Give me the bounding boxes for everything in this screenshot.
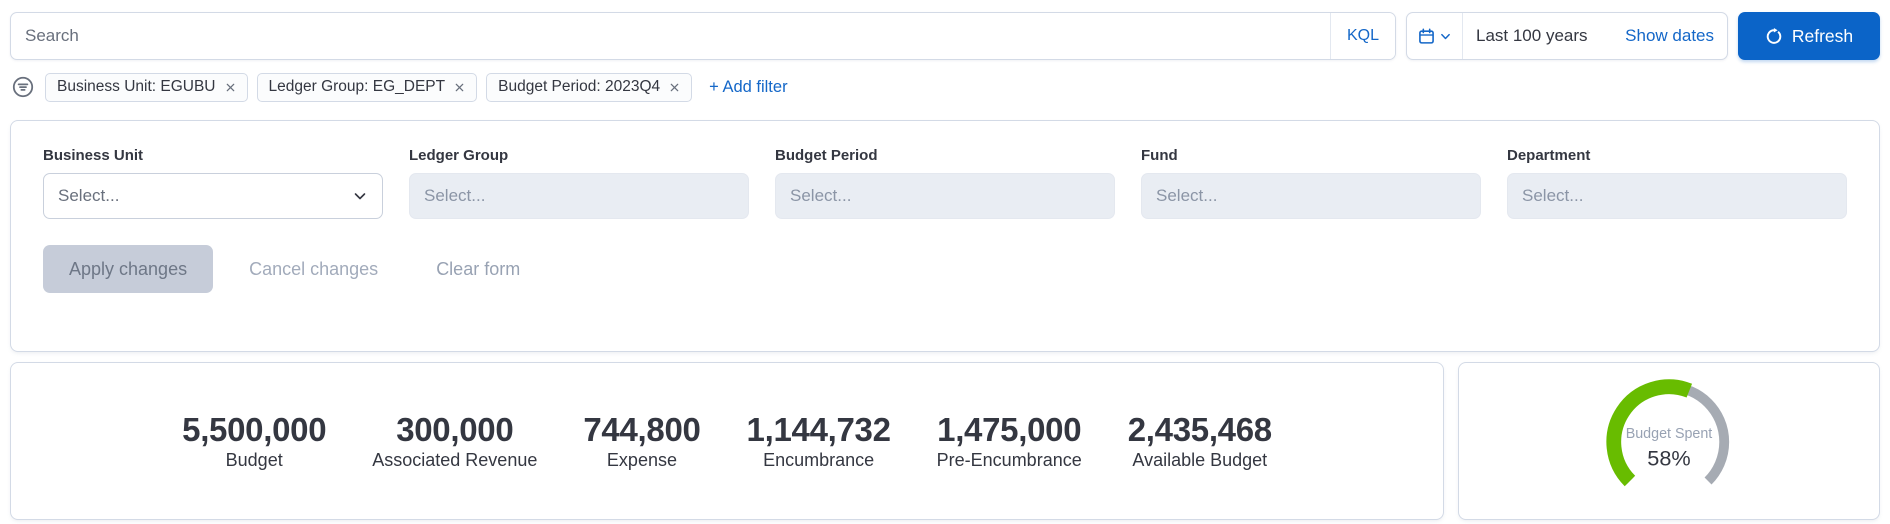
refresh-icon: [1765, 27, 1783, 45]
filter-menu-button[interactable]: [10, 76, 36, 98]
filter-pill-business-unit[interactable]: Business Unit: EGUBU: [45, 72, 248, 102]
field-label: Budget Period: [775, 147, 878, 164]
metric-label: Associated Revenue: [372, 450, 538, 471]
budget-spent-gauge-panel: Budget Spent 58%: [1458, 362, 1880, 520]
field-label: Department: [1507, 147, 1591, 164]
search-box[interactable]: KQL: [10, 12, 1396, 60]
date-picker: Last 100 years Show dates: [1406, 12, 1728, 60]
metric-value: 744,800: [583, 410, 701, 448]
metric-associated-revenue: 300,000 Associated Revenue: [372, 411, 537, 472]
metric-label: Pre-Encumbrance: [936, 450, 1082, 471]
business-unit-select[interactable]: Select...: [43, 173, 383, 219]
date-range-text[interactable]: Last 100 years: [1476, 26, 1588, 45]
fund-select[interactable]: Select...: [1141, 173, 1481, 219]
metric-expense: 744,800 Expense: [583, 411, 700, 472]
metric-value: 5,500,000: [182, 410, 327, 448]
close-icon[interactable]: [454, 82, 465, 93]
gauge-fill: [1606, 378, 1693, 486]
metric-label: Expense: [606, 450, 677, 471]
close-icon[interactable]: [669, 82, 680, 93]
metric-label: Budget: [225, 450, 283, 471]
clear-form-button[interactable]: Clear form: [414, 259, 542, 280]
cancel-changes-button[interactable]: Cancel changes: [227, 259, 400, 280]
select-placeholder: Select...: [424, 186, 486, 205]
select-placeholder: Select...: [58, 186, 120, 205]
department-select[interactable]: Select...: [1507, 173, 1847, 219]
apply-changes-button[interactable]: Apply changes: [43, 245, 214, 293]
filter-fields: Business Unit Select... Ledger Group Sel…: [43, 147, 1847, 219]
field-fund: Fund Select...: [1141, 147, 1481, 219]
metric-label: Available Budget: [1132, 450, 1268, 471]
field-department: Department Select...: [1507, 147, 1847, 219]
query-bar: KQL Last 100 years Show dates: [10, 12, 1880, 60]
close-icon[interactable]: [225, 82, 236, 93]
select-placeholder: Select...: [1522, 186, 1584, 205]
calendar-icon: [1418, 27, 1435, 45]
chevron-down-icon: [1440, 31, 1451, 42]
show-dates-button[interactable]: Show dates: [1612, 26, 1727, 46]
budget-metrics-panel: 5,500,000 Budget 300,000 Associated Reve…: [10, 362, 1444, 520]
select-placeholder: Select...: [1156, 186, 1218, 205]
ledger-group-select[interactable]: Select...: [409, 173, 749, 219]
refresh-button[interactable]: Refresh: [1738, 12, 1880, 60]
search-input[interactable]: [11, 13, 1330, 59]
field-budget-period: Budget Period Select...: [775, 147, 1115, 219]
filter-pill-ledger-group[interactable]: Ledger Group: EG_DEPT: [256, 72, 478, 102]
metric-value: 1,475,000: [937, 410, 1082, 448]
gauge-value: 58%: [1647, 445, 1690, 470]
metric-value: 1,144,732: [746, 410, 891, 448]
field-ledger-group: Ledger Group Select...: [409, 147, 749, 219]
form-actions: Apply changes Cancel changes Clear form: [43, 245, 1847, 293]
filter-pill-label: Business Unit: EGUBU: [57, 78, 216, 95]
filter-pill-label: Budget Period: 2023Q4: [498, 78, 661, 95]
gauge-title: Budget Spent: [1626, 426, 1713, 442]
filter-menu-icon: [12, 76, 34, 98]
filter-bar: Business Unit: EGUBU Ledger Group: EG_DE…: [10, 72, 1880, 102]
filter-form-panel: Business Unit Select... Ledger Group Sel…: [10, 120, 1880, 352]
metric-available-budget: 2,435,468 Available Budget: [1128, 411, 1272, 472]
metric-label: Encumbrance: [763, 450, 875, 471]
field-label: Business Unit: [43, 147, 144, 164]
filter-pill-budget-period[interactable]: Budget Period: 2023Q4: [486, 72, 693, 102]
metric-encumbrance: 1,144,732 Encumbrance: [747, 411, 891, 472]
chevron-down-icon: [352, 188, 368, 204]
field-label: Ledger Group: [409, 147, 509, 164]
kql-language-button[interactable]: KQL: [1329, 13, 1395, 59]
date-quick-select-button[interactable]: [1407, 13, 1463, 59]
metrics-row: 5,500,000 Budget 300,000 Associated Reve…: [10, 362, 1880, 520]
metric-budget: 5,500,000 Budget: [182, 411, 326, 472]
field-business-unit: Business Unit Select...: [43, 147, 383, 219]
metric-pre-encumbrance: 1,475,000 Pre-Encumbrance: [937, 411, 1082, 472]
budget-period-select[interactable]: Select...: [775, 173, 1115, 219]
metric-value: 300,000: [396, 410, 514, 448]
refresh-label: Refresh: [1791, 25, 1854, 46]
filter-pill-label: Ledger Group: EG_DEPT: [268, 78, 446, 95]
field-label: Fund: [1141, 147, 1178, 164]
metric-value: 2,435,468: [1127, 410, 1272, 448]
select-placeholder: Select...: [790, 186, 852, 205]
budget-spent-gauge: Budget Spent 58%: [1606, 378, 1730, 486]
add-filter-button[interactable]: + Add filter: [709, 77, 788, 96]
